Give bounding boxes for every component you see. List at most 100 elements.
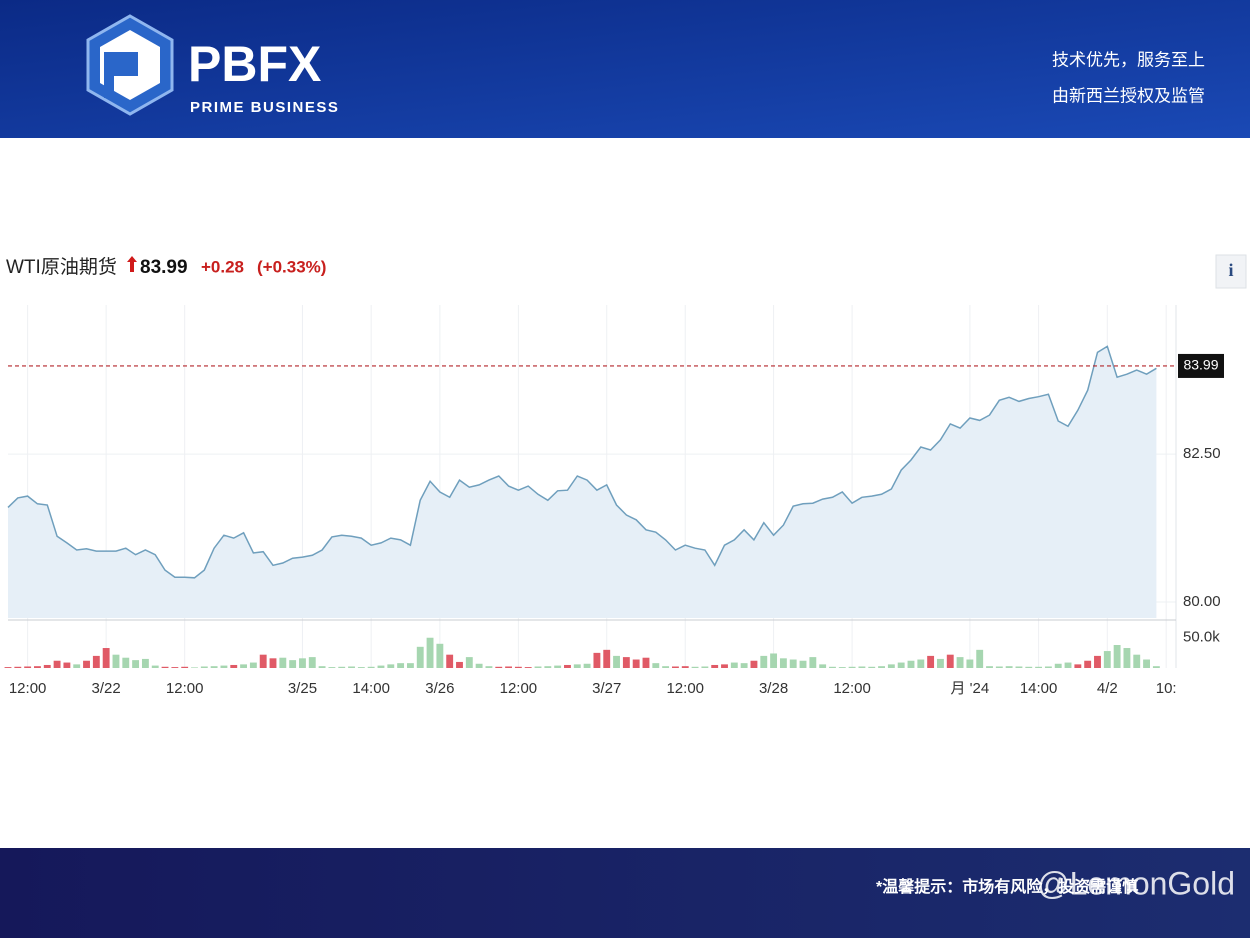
volume-bar	[14, 666, 22, 668]
volume-bar	[181, 666, 189, 668]
volume-bar	[1005, 666, 1013, 668]
volume-bar	[377, 665, 385, 668]
volume-bar	[34, 666, 41, 668]
volume-bar	[308, 657, 316, 668]
volume-bar	[387, 664, 395, 668]
volume-bar	[1103, 651, 1111, 668]
volume-bar	[279, 657, 287, 668]
volume-bar	[1094, 655, 1101, 668]
volume-bar	[73, 664, 81, 668]
volume-bar	[1133, 654, 1141, 668]
volume-bar	[838, 667, 846, 668]
volume-bar	[681, 666, 689, 668]
volume-bar	[220, 665, 228, 668]
volume-bar	[779, 658, 787, 668]
volume-bar	[495, 666, 503, 668]
volume-bar	[701, 666, 709, 668]
volume-bar	[573, 664, 581, 668]
watermark: @LemonGold	[1037, 865, 1235, 901]
volume-bar	[505, 666, 513, 668]
volume-bar	[603, 649, 611, 668]
x-tick-label: 12:00	[9, 680, 47, 697]
volume-bar	[956, 657, 964, 668]
y-tick-label: 80.00	[1183, 593, 1221, 610]
volume-bar	[927, 655, 935, 668]
price-badge-label: 83.99	[1183, 357, 1218, 373]
volume-bar	[485, 666, 493, 668]
volume-bar	[711, 664, 719, 668]
volume-bar	[1044, 666, 1052, 668]
volume-bar	[564, 664, 571, 668]
footer-bar	[0, 848, 1250, 938]
x-tick-label: 12:00	[833, 680, 871, 697]
volume-bar	[1064, 662, 1072, 668]
volume-bar	[1025, 666, 1033, 668]
info-icon[interactable]: i	[1228, 260, 1233, 280]
volume-bar	[465, 657, 473, 668]
volume-bar	[191, 667, 198, 668]
volume-bar	[83, 660, 90, 668]
logo	[86, 14, 174, 116]
volume-bar	[642, 657, 650, 668]
volume-bar	[1084, 660, 1092, 668]
volume-bar	[289, 660, 297, 668]
volume-bar	[43, 664, 51, 668]
chart-title: WTI原油期货	[6, 256, 117, 278]
volume-bar	[357, 667, 365, 668]
x-tick-label: 4/2	[1097, 680, 1118, 697]
volume-bar	[966, 659, 974, 668]
x-tick-label: 3/25	[288, 680, 317, 697]
x-tick-label: 月 '24	[951, 680, 990, 697]
volume-bar	[141, 658, 149, 668]
price: 83.99	[140, 257, 188, 278]
volume-bar	[917, 659, 925, 668]
volume-bar	[829, 666, 836, 668]
volume-bar	[318, 666, 326, 668]
volume-bar	[887, 664, 895, 668]
volume-bar	[200, 666, 208, 668]
info-button[interactable]	[1215, 254, 1247, 289]
volume-bar	[1123, 648, 1131, 668]
logo-text: PBFX	[188, 36, 321, 92]
volume-bar	[397, 663, 405, 668]
volume-bar	[416, 646, 424, 668]
volume-bar	[799, 660, 807, 668]
volume-bar	[907, 660, 915, 668]
x-tick-label: 12:00	[666, 680, 704, 697]
volume-bar	[897, 662, 905, 668]
x-tick-label: 12:00	[166, 680, 204, 697]
volume-bar	[652, 663, 660, 668]
logo-subtitle: PRIME BUSINESS	[190, 99, 339, 116]
volume-bar	[554, 665, 562, 668]
x-tick-label: 14:00	[352, 680, 390, 697]
volume-bar	[534, 666, 542, 668]
volume-bar	[1074, 664, 1082, 668]
volume-bar	[171, 667, 179, 668]
volume-bar	[475, 663, 483, 668]
volume-bar	[53, 660, 61, 668]
volume-bar	[995, 666, 1003, 668]
volume-bar	[367, 666, 375, 668]
volume-bar	[662, 666, 670, 668]
volume-bar	[426, 637, 434, 668]
y-tick-label: 50.0k	[1183, 629, 1220, 646]
volume-bar	[937, 658, 944, 668]
volume-bar	[721, 664, 728, 668]
volume-bar	[1152, 666, 1160, 668]
price-badge	[1178, 353, 1224, 378]
volume-bar	[102, 648, 110, 668]
volume-bar	[976, 649, 984, 668]
volume-bar	[848, 666, 856, 668]
volume-bar	[514, 666, 522, 668]
volume-bar	[809, 657, 817, 668]
volume-bar	[946, 654, 954, 668]
volume-bar	[92, 655, 100, 668]
volume-bar	[544, 666, 552, 668]
volume-bar	[1015, 666, 1023, 668]
volume-bar	[868, 666, 876, 668]
area	[8, 346, 1157, 618]
x-tick-label: 14:00	[1020, 680, 1058, 697]
slogan: 由新西兰授权及监管	[1052, 86, 1205, 105]
volume-bar	[63, 662, 71, 668]
